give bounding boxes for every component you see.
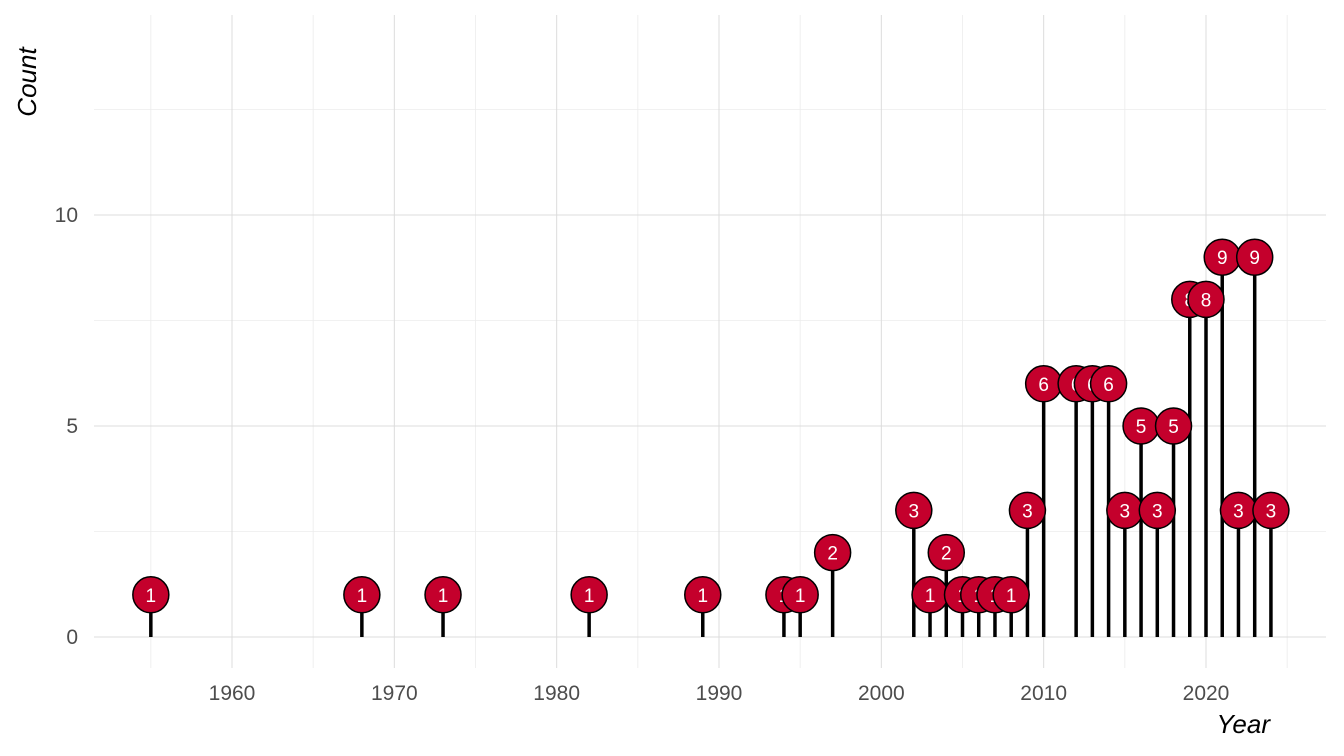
data-label: 1: [584, 586, 595, 607]
y-tick-label: 10: [55, 204, 78, 227]
x-tick-label: 1970: [371, 682, 418, 705]
data-label: 5: [1136, 417, 1147, 438]
data-label: 3: [1120, 501, 1131, 522]
data-point: [684, 576, 722, 614]
data-label: 1: [438, 586, 449, 607]
data-label: 1: [1006, 586, 1017, 607]
data-label: 1: [697, 586, 708, 607]
data-label: 2: [941, 544, 952, 565]
data-point: [781, 576, 819, 614]
data-label: 8: [1201, 290, 1212, 311]
data-point: [1187, 280, 1225, 319]
data-label: 3: [1022, 501, 1033, 522]
x-tick-label: 2020: [1183, 682, 1230, 705]
data-point: [1008, 491, 1047, 530]
data-point: [813, 533, 852, 572]
data-label: 3: [1266, 501, 1277, 522]
y-axis-title: Count: [12, 46, 42, 117]
data-point: [927, 533, 966, 572]
x-tick-label: 1990: [696, 682, 743, 705]
data-point: [570, 576, 608, 614]
data-label: 5: [1168, 417, 1179, 438]
x-tick-label: 2010: [1020, 682, 1067, 705]
data-point: [1089, 365, 1128, 403]
data-point: [1154, 407, 1193, 445]
data-label: 1: [795, 586, 806, 607]
minor-grid: [94, 15, 1326, 668]
data-label: 3: [1233, 501, 1244, 522]
x-tick-label: 1960: [209, 682, 256, 705]
data-label: 1: [146, 586, 157, 607]
x-axis-title: Year: [1217, 709, 1272, 739]
y-tick-label: 0: [66, 626, 78, 649]
data-point: [895, 491, 933, 530]
data-label: 1: [357, 586, 368, 607]
data-point: [424, 576, 462, 614]
data-label: 3: [1152, 501, 1163, 522]
x-tick-label: 2000: [858, 682, 905, 705]
data-point: [1235, 238, 1274, 276]
x-tick-label: 1980: [533, 682, 580, 705]
points: 111111123121111366663535889393: [132, 238, 1290, 614]
data-label: 1: [925, 586, 936, 607]
data-label: 6: [1103, 375, 1114, 396]
y-tick-label: 5: [66, 415, 78, 438]
data-point: [343, 576, 381, 614]
data-label: 2: [827, 544, 838, 565]
data-label: 6: [1038, 375, 1049, 396]
axis-ticks: 1960 1970 1980 1990 2000 2010 2020 0 5 10: [55, 204, 1230, 705]
data-point: [1252, 491, 1290, 530]
data-point: [992, 576, 1030, 614]
data-point: [132, 576, 170, 614]
data-label: 3: [909, 501, 920, 522]
data-point: [1138, 491, 1177, 530]
data-label: 9: [1249, 248, 1260, 269]
data-label: 9: [1217, 248, 1228, 269]
